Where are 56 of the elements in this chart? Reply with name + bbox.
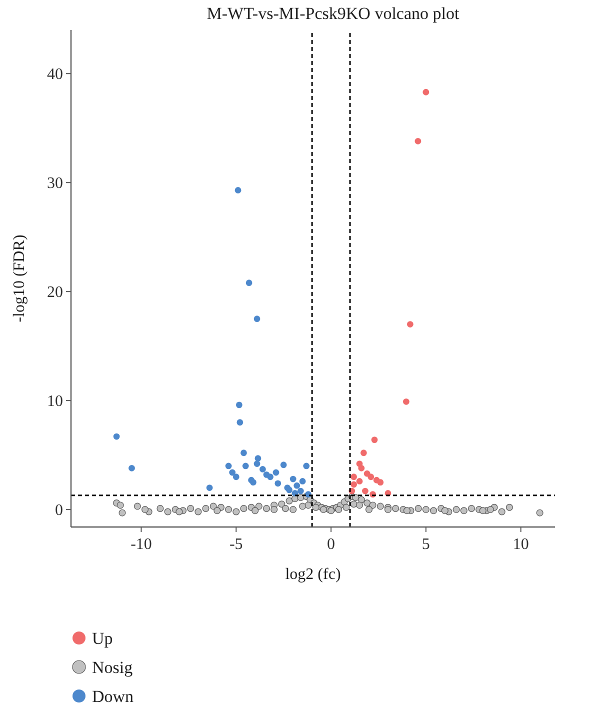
point — [294, 482, 300, 489]
point — [280, 462, 287, 468]
point — [358, 464, 365, 472]
point — [240, 450, 247, 456]
point — [113, 433, 120, 440]
point — [236, 402, 242, 408]
point — [362, 488, 368, 494]
point — [297, 488, 304, 494]
point — [225, 462, 232, 470]
point — [250, 479, 256, 486]
point — [242, 462, 249, 470]
y-tick-label: 30 — [47, 175, 63, 192]
x-tick-label: 10 — [512, 536, 529, 553]
point — [368, 474, 374, 480]
point — [260, 466, 266, 472]
point — [356, 478, 363, 484]
x-axis-title: log2 (fc) — [285, 566, 341, 583]
point — [350, 474, 358, 480]
x-tick-label: -5 — [229, 536, 243, 553]
point — [272, 469, 280, 476]
x-tick-label: -10 — [130, 536, 152, 553]
legend-label: Nosig — [92, 658, 134, 677]
y-tick-label: 10 — [47, 393, 63, 410]
point — [206, 484, 213, 491]
chart-title: M-WT-vs-MI-Pcsk9KO volcano plot — [206, 4, 460, 23]
y-tick-label: 0 — [55, 502, 63, 520]
point — [254, 455, 262, 462]
point — [303, 462, 310, 470]
point — [299, 478, 306, 484]
point — [236, 419, 244, 426]
point — [254, 316, 260, 322]
point — [246, 280, 252, 286]
y-tick-label: 40 — [47, 66, 63, 84]
point — [406, 321, 414, 328]
x-tick-label: 5 — [422, 536, 430, 553]
y-axis-title: -log10 (FDR) — [11, 234, 28, 322]
y-tick-label: 20 — [47, 284, 63, 302]
point — [232, 474, 240, 480]
legend-label: Down — [92, 686, 134, 706]
point — [290, 476, 296, 482]
point — [229, 469, 236, 476]
point — [286, 486, 292, 494]
point — [274, 480, 282, 487]
legend-label: Up — [92, 628, 113, 648]
point — [377, 479, 384, 486]
point — [350, 481, 358, 488]
point — [234, 187, 242, 194]
point — [254, 460, 260, 467]
point — [402, 398, 410, 405]
point — [371, 436, 378, 444]
x-tick-label: 0 — [327, 536, 336, 553]
point — [128, 464, 135, 472]
point — [414, 138, 422, 144]
point — [422, 88, 430, 96]
point — [267, 474, 274, 480]
point — [360, 450, 367, 456]
